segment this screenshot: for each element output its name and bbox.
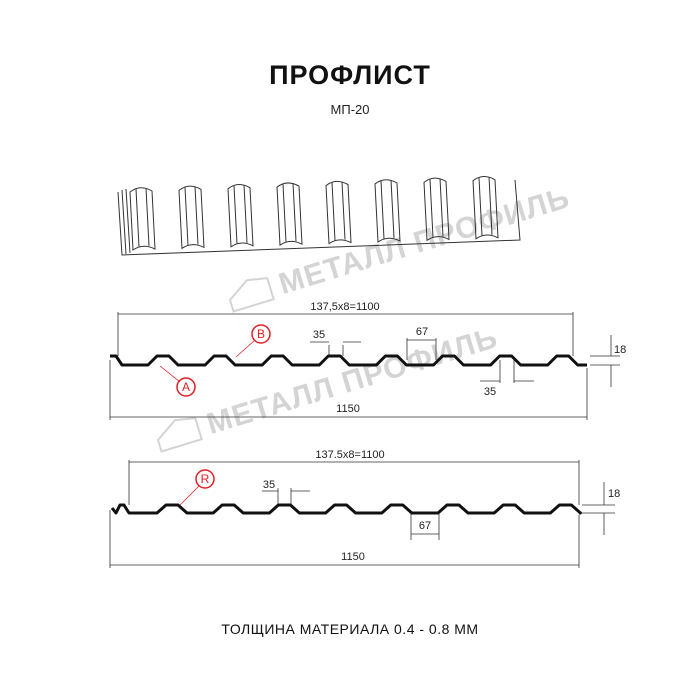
height-label: 18 <box>614 344 626 356</box>
pitch-label: 137,5x8=1100 <box>310 301 379 313</box>
gap-label: 67 <box>419 520 431 532</box>
pitch-label: 137.5x8=1100 <box>315 449 384 461</box>
rib-bottom-label: 35 <box>484 386 496 398</box>
marker-b: B <box>257 327 265 341</box>
rib-top-label: 35 <box>263 479 275 491</box>
watermark-text: МЕТАЛЛ ПРОФИЛЬ <box>203 321 502 441</box>
rib-top-label: 35 <box>313 329 325 341</box>
sheet-perspective <box>117 176 521 256</box>
page-subtitle: МП-20 <box>330 102 370 117</box>
gap-label: 67 <box>416 326 428 338</box>
material-thickness: ТОЛЩИНА МАТЕРИАЛА 0.4 - 0.8 ММ <box>221 621 479 637</box>
width-label: 1150 <box>341 551 365 563</box>
page-title: ПРОФЛИСТ <box>269 60 431 90</box>
profile-r <box>109 460 615 568</box>
watermark-bottom: МЕТАЛЛ ПРОФИЛЬ <box>156 321 502 453</box>
height-label: 18 <box>608 488 620 500</box>
marker-r: R <box>201 472 210 486</box>
marker-a: A <box>182 380 190 394</box>
profile-a <box>109 312 620 420</box>
width-label: 1150 <box>336 403 360 415</box>
watermark-logo-icon <box>156 417 203 453</box>
watermark-logo-icon <box>228 277 275 313</box>
